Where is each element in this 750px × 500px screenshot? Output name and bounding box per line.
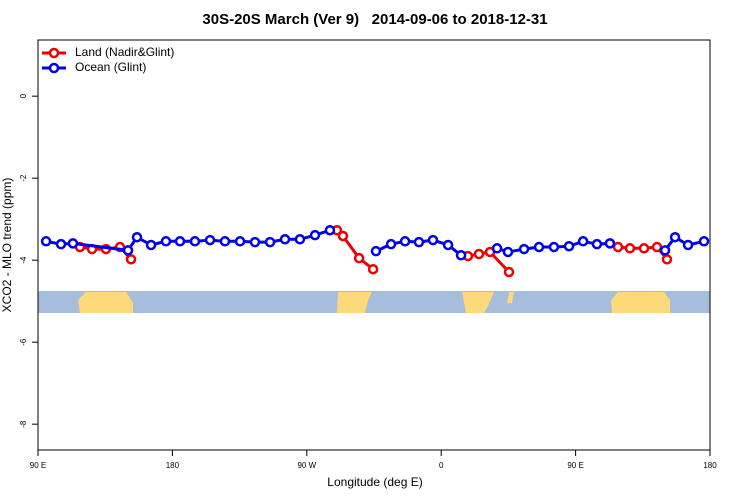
data-point [353, 252, 365, 264]
plot-frame [37, 39, 711, 451]
data-point [473, 248, 485, 260]
y-tick-label: -2 [19, 174, 28, 182]
data-point [294, 234, 306, 245]
data-point [604, 238, 616, 249]
data-point [591, 238, 603, 250]
map-strip [38, 291, 710, 313]
data-point [698, 236, 710, 247]
data-point [40, 236, 52, 247]
ocean-strip [38, 291, 710, 313]
data-point [189, 236, 201, 247]
y-tick-label: -8 [19, 420, 28, 428]
data-point [518, 243, 530, 255]
chart-title: 30S-20S March (Ver 9) 2014-09-06 to 2018… [202, 11, 547, 28]
data-point [413, 236, 425, 248]
data-point [503, 266, 515, 278]
x-tick-label: 180 [703, 461, 717, 470]
data-point [131, 231, 143, 243]
data-point [370, 245, 382, 257]
legend-marker [48, 47, 60, 59]
data-point [309, 229, 321, 241]
data-point [399, 236, 411, 247]
x-tick-label: 90 W [297, 461, 316, 470]
data-point [125, 254, 137, 265]
data-point [548, 241, 560, 253]
y-tick-label: -6 [19, 338, 28, 346]
data-point [367, 263, 379, 275]
data-point [661, 254, 673, 265]
legend-label: Land (Nadir&Glint) [75, 45, 174, 59]
data-point [67, 238, 79, 249]
y-axis-label: XCO2 - MLO trend (ppm) [0, 178, 14, 313]
data-point [502, 246, 514, 258]
data-point [651, 241, 663, 253]
data-point [533, 241, 545, 253]
land-blob [337, 292, 372, 313]
y-tick-label: -4 [19, 256, 28, 264]
data-point [145, 239, 157, 251]
data-point [279, 234, 291, 245]
land-blob [462, 292, 494, 313]
data-point [337, 230, 349, 242]
x-tick-label: 90 E [567, 461, 583, 470]
data-point [174, 236, 186, 247]
data-point [659, 245, 671, 256]
data-point [122, 245, 134, 256]
data-point [160, 236, 172, 247]
land-blob [78, 292, 133, 313]
data-point [55, 238, 67, 250]
legend-marker [48, 62, 60, 74]
land-blob [611, 292, 670, 313]
data-point [682, 239, 694, 251]
x-tick-label: 0 [439, 461, 444, 470]
data-point [219, 236, 231, 247]
y-tick-label: 0 [19, 93, 28, 98]
data-point [491, 243, 503, 254]
data-point [442, 239, 454, 251]
data-point [563, 240, 575, 252]
data-point [624, 243, 636, 254]
land-blob [507, 292, 514, 303]
data-point [638, 243, 650, 254]
data-point [612, 241, 624, 253]
data-point [234, 236, 246, 247]
x-axis-label: Longitude (deg E) [327, 475, 422, 489]
data-point [249, 236, 261, 248]
x-tick-label: 180 [166, 461, 180, 470]
data-point [385, 238, 397, 250]
data-point [455, 250, 467, 261]
data-point [427, 234, 439, 246]
data-point [264, 236, 276, 248]
data-point [324, 224, 336, 236]
legend-label: Ocean (Glint) [75, 60, 146, 74]
data-point [577, 236, 589, 247]
data-point [204, 234, 216, 246]
x-tick-label: 90 E [30, 461, 46, 470]
data-point [669, 231, 681, 243]
